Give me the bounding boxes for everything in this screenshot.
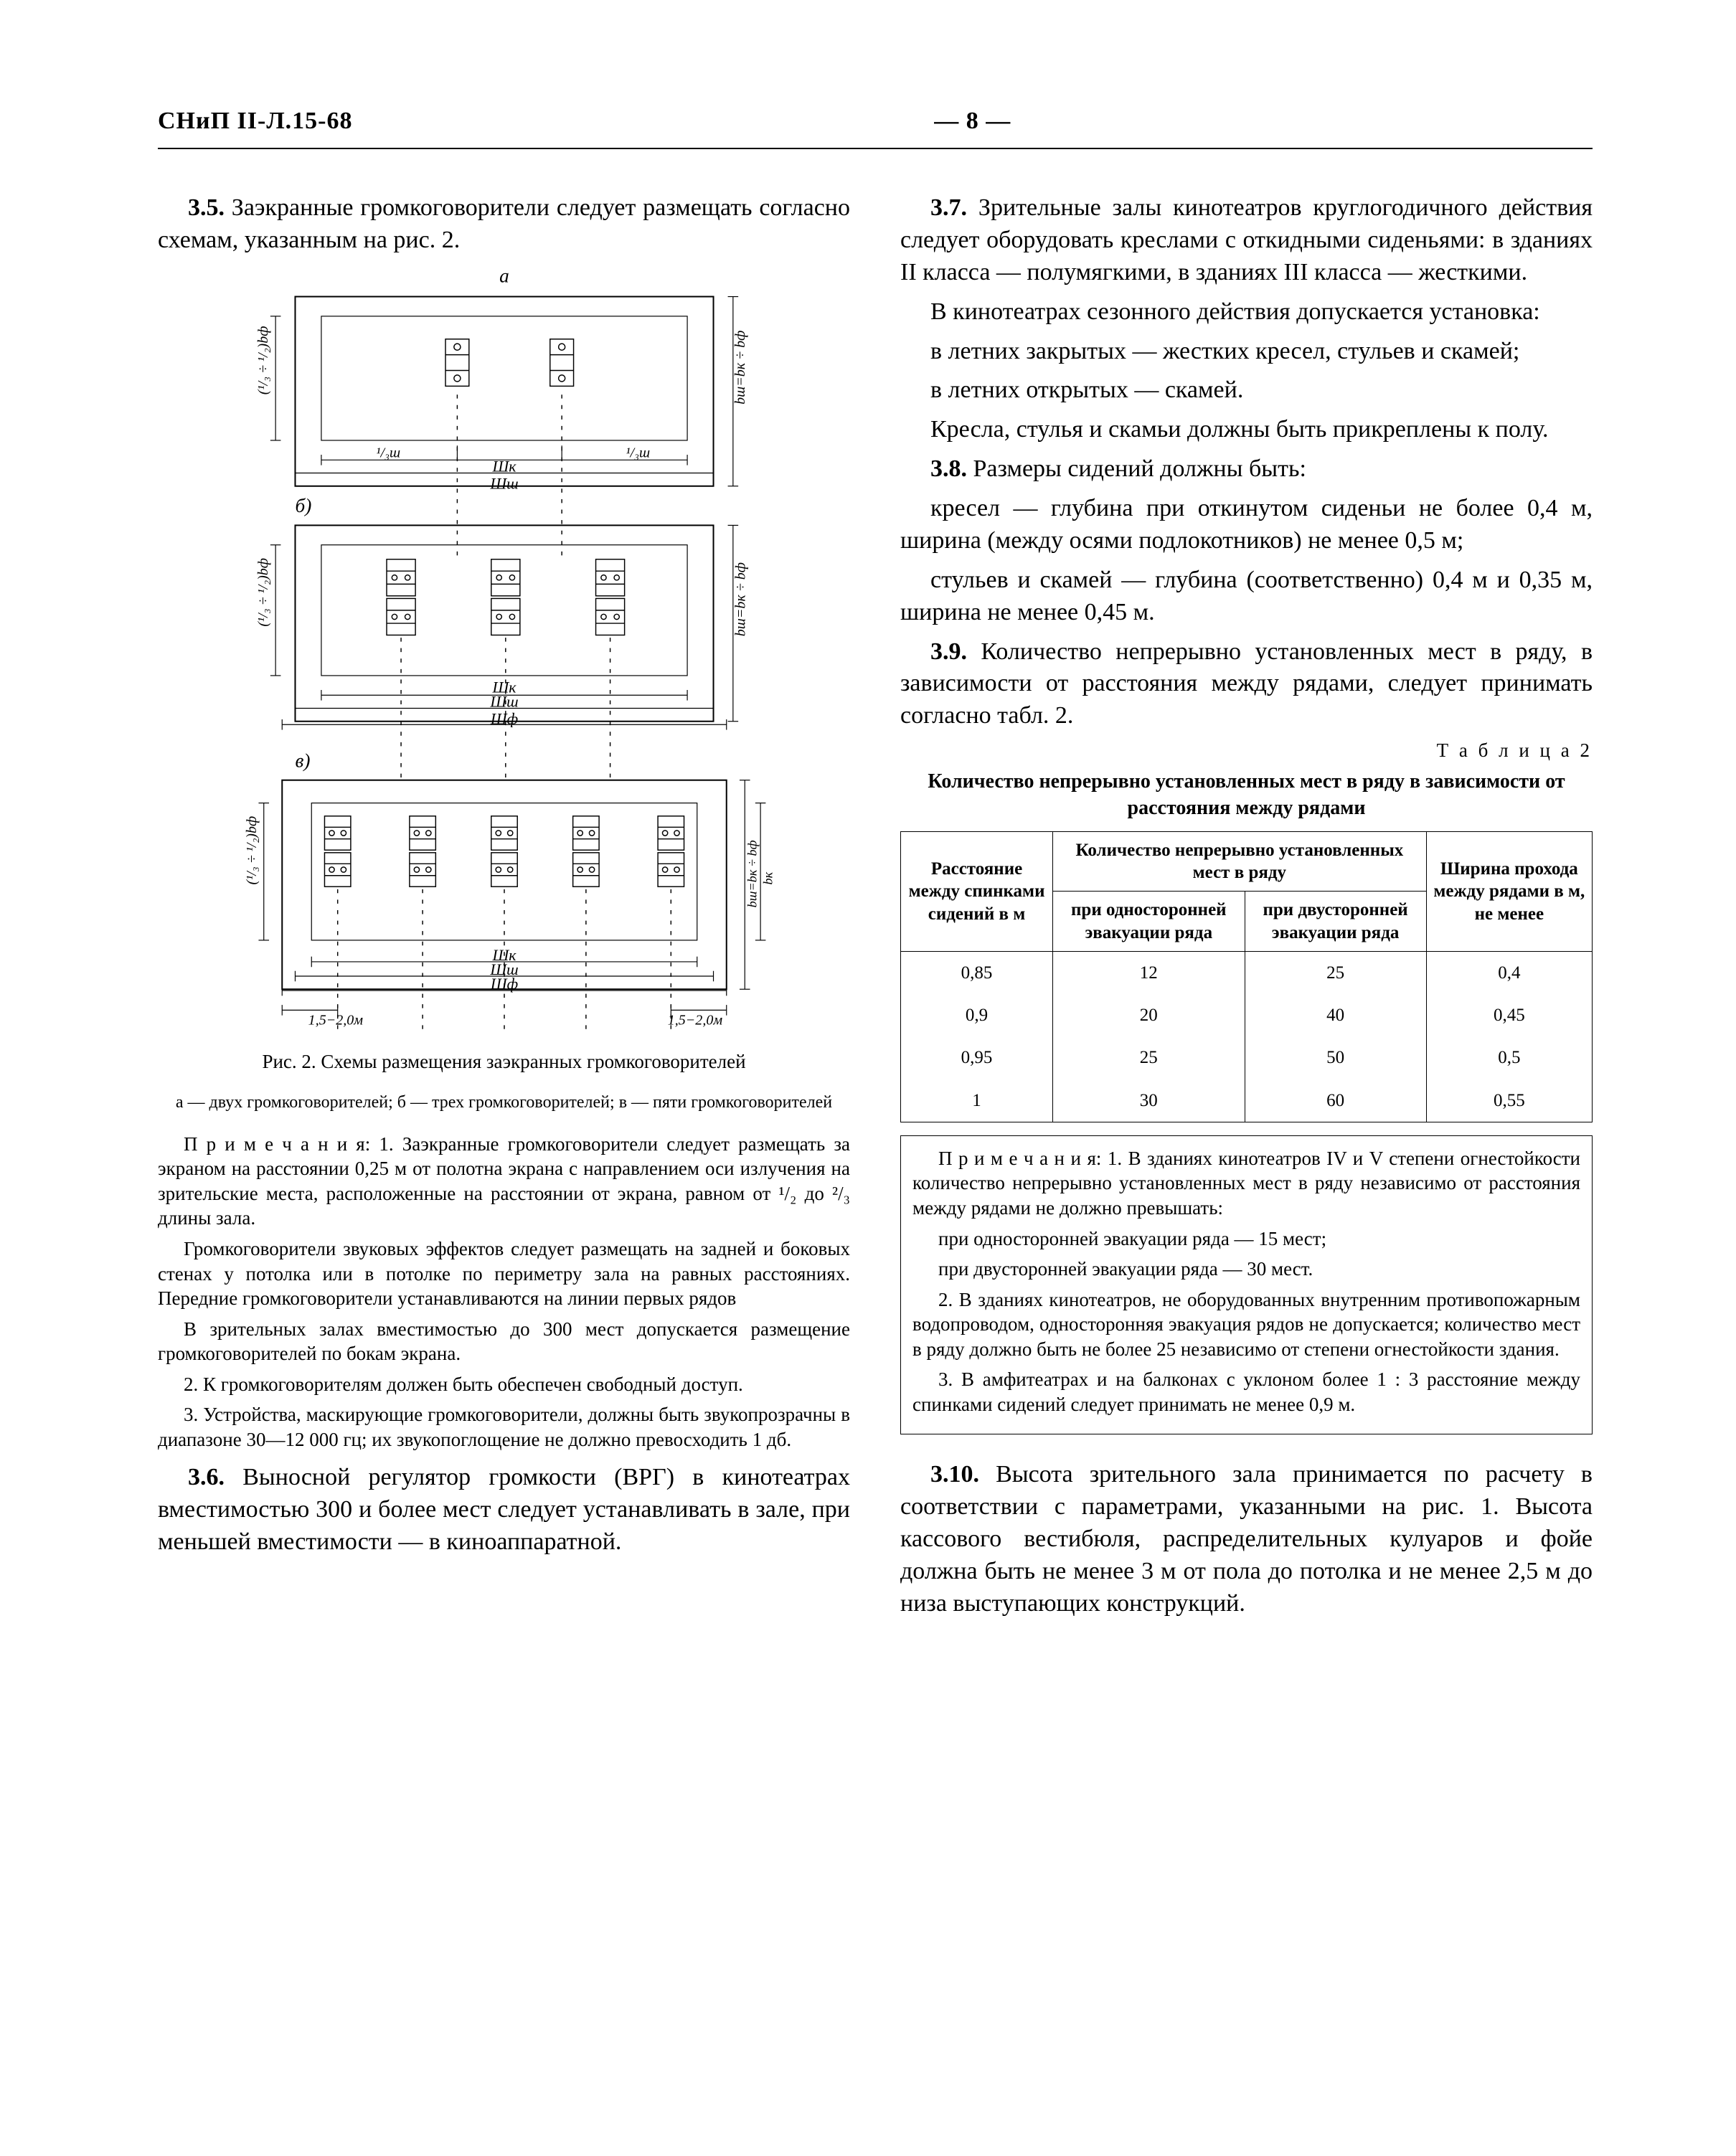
sec-3-8: 3.8. (930, 455, 967, 482)
table-cell: 20 (1053, 994, 1245, 1036)
svg-text:¹/₃ш: ¹/₃ш (376, 445, 400, 460)
t2-h2a: при односторонней эвакуации ряда (1053, 892, 1245, 952)
para-3-7b: В кинотеатрах сезонного действия допуска… (900, 296, 1593, 328)
t2-note-1b: при односторонней эвакуации ряда — 15 ме… (912, 1226, 1580, 1252)
fig-label-a: а (499, 265, 509, 286)
svg-text:1,5−2,0м: 1,5−2,0м (308, 1012, 363, 1028)
para-3-8b: стульев и скамей — глубина (соответствен… (900, 564, 1593, 629)
svg-text:bш=bк ÷ bф: bш=bк ÷ bф (745, 840, 759, 907)
svg-text:1,5−2,0м: 1,5−2,0м (667, 1012, 722, 1028)
table-cell: 0,4 (1426, 951, 1592, 994)
sec-3-7: 3.7. (930, 194, 967, 221)
table-2-label: Т а б л и ц а 2 (900, 739, 1593, 762)
running-header: СНиП II-Л.15-68 — 8 — (158, 108, 1593, 135)
note-1b: Громкоговорители звуковых эффектов следу… (158, 1237, 850, 1311)
svg-text:Шш: Шш (489, 693, 518, 710)
table-cell: 40 (1245, 994, 1426, 1036)
para-3-7: 3.7. Зрительные залы кинотеатров круглог… (900, 192, 1593, 289)
table-row: 0,920400,45 (901, 994, 1593, 1036)
text-3-8: Размеры сидений должны быть: (973, 455, 1306, 482)
sec-3-5: 3.5. (188, 194, 225, 221)
para-3-8a: кресел — глубина при откинутом сиденьи н… (900, 493, 1593, 557)
page-number: — 8 — (352, 108, 1593, 135)
columns: 3.5. Заэкранные громкоговорители следует… (158, 192, 1593, 1627)
svg-text:bш=bк ÷ bф: bш=bк ÷ bф (732, 562, 748, 636)
table-cell: 0,9 (901, 994, 1053, 1036)
para-3-5: 3.5. Заэкранные громкоговорители следует… (158, 192, 850, 257)
fig-label-v: в) (295, 750, 310, 771)
sec-3-10: 3.10. (930, 1461, 979, 1488)
text-3-9: Количество непрерывно установленных мест… (900, 638, 1593, 729)
t2-h2b: при двусторонней эвакуации ряда (1245, 892, 1426, 952)
text-3-10: Высота зрительного зала принимается по р… (900, 1461, 1593, 1617)
svg-text:Шк: Шк (491, 458, 516, 475)
table-cell: 50 (1245, 1036, 1426, 1079)
t2-note-3: 3. В амфитеатрах и на балконах с уклоном… (912, 1367, 1580, 1417)
para-3-8: 3.8. Размеры сидений должны быть: (900, 453, 1593, 486)
svg-text:bк: bк (760, 871, 775, 884)
table-cell: 0,45 (1426, 994, 1592, 1036)
table-cell: 0,55 (1426, 1079, 1592, 1122)
table-cell: 0,5 (1426, 1036, 1592, 1079)
figure-2: а (158, 264, 850, 1035)
header-rule (158, 148, 1593, 149)
svg-text:Шф: Шф (489, 975, 517, 993)
para-3-10: 3.10. Высота зрительного зала принимаетс… (900, 1459, 1593, 1620)
col-right: 3.7. Зрительные залы кинотеатров круглог… (900, 192, 1593, 1627)
svg-text:(¹/₃ ÷ ¹/₂)bф: (¹/₃ ÷ ¹/₂)bф (255, 558, 271, 627)
note-2: 2. К громкоговорителям должен быть обесп… (158, 1372, 850, 1397)
text-3-5: Заэкранные громкоговорители следует разм… (158, 194, 850, 253)
fig-a-right-dim: bш=bк ÷ bф (732, 330, 748, 404)
text-3-6: Выносной регулятор громкости (ВРГ) в кин… (158, 1464, 850, 1555)
col-left: 3.5. Заэкранные громкоговорители следует… (158, 192, 850, 1627)
fig-label-b: б) (295, 495, 311, 516)
table-2-title: Количество непрерывно установленных мест… (900, 769, 1593, 821)
fig-caption: Рис. 2. Схемы размещения заэкранных гром… (158, 1049, 850, 1074)
note-3: 3. Устройства, маскирующие громкоговорит… (158, 1402, 850, 1452)
table-cell: 25 (1053, 1036, 1245, 1079)
t2-h2: Количество непрерывно установленных мест… (1053, 831, 1427, 892)
sec-3-9: 3.9. (930, 638, 967, 665)
note-1c: В зрительных залах вместимостью до 300 м… (158, 1317, 850, 1366)
table-cell: 12 (1053, 951, 1245, 994)
fig-a-left-dim: (¹/₃ ÷ ¹/₂)bф (255, 326, 271, 394)
t2-note-1c: при двусторонней эвакуации ряда — 30 мес… (912, 1257, 1580, 1282)
figure-2-svg: а (210, 264, 798, 1035)
table-cell: 60 (1245, 1079, 1426, 1122)
table-cell: 0,85 (901, 951, 1053, 994)
svg-text:(¹/₃ ÷ ¹/₂)bф: (¹/₃ ÷ ¹/₂)bф (243, 816, 259, 885)
svg-text:¹/₃ш: ¹/₃ш (626, 445, 650, 460)
doc-code: СНиП II-Л.15-68 (158, 108, 352, 135)
sec-3-6: 3.6. (188, 1464, 225, 1490)
para-3-7e: Кресла, стулья и скамьи должны быть прик… (900, 414, 1593, 446)
page: СНиП II-Л.15-68 — 8 — 3.5. Заэкранные гр… (0, 0, 1736, 2156)
table-2-notes: П р и м е ч а н и я: 1. В зданиях киноте… (900, 1135, 1593, 1434)
para-3-7d: в летних открытых — скамей. (900, 374, 1593, 407)
fig-sub: а — двух громкоговорителей; б — трех гро… (158, 1092, 850, 1113)
t2-note-2: 2. В зданиях кинотеатров, не оборудованн… (912, 1287, 1580, 1362)
para-3-7c: в летних закрытых — жестких кресел, стул… (900, 336, 1593, 368)
para-3-6: 3.6. Выносной регулятор громкости (ВРГ) … (158, 1462, 850, 1559)
table-row: 0,9525500,5 (901, 1036, 1593, 1079)
t2-h3: Ширина прохода между рядами в м, не мене… (1426, 831, 1592, 951)
svg-text:Шш: Шш (489, 475, 518, 492)
para-3-9: 3.9. Количество непрерывно установленных… (900, 636, 1593, 733)
table-row: 0,8512250,4 (901, 951, 1593, 994)
note-1: П р и м е ч а н и я: 1. Заэкранные громк… (158, 1132, 850, 1231)
table-cell: 30 (1053, 1079, 1245, 1122)
text-3-7: Зрительные залы кинотеатров круглогодичн… (900, 194, 1593, 285)
svg-text:Шф: Шф (489, 710, 517, 727)
t2-note-1a: П р и м е ч а н и я: 1. В зданиях киноте… (912, 1146, 1580, 1221)
table-row: 130600,55 (901, 1079, 1593, 1122)
table-cell: 1 (901, 1079, 1053, 1122)
table-cell: 25 (1245, 951, 1426, 994)
table-2: Расстояние между спинками сидений в м Ко… (900, 831, 1593, 1122)
table-cell: 0,95 (901, 1036, 1053, 1079)
t2-h1: Расстояние между спинками сидений в м (901, 831, 1053, 951)
